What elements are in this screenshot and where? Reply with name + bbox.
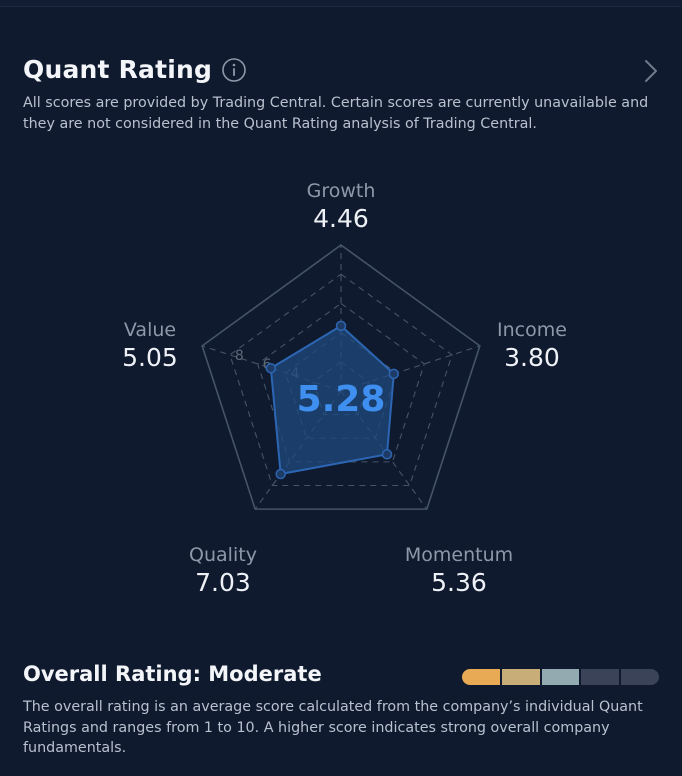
axis-name: Momentum	[404, 544, 514, 566]
axis-score: 7.03	[195, 568, 251, 597]
overall-rating-description: The overall rating is an average score c…	[23, 699, 643, 756]
axis-name: Growth	[306, 180, 376, 202]
axis-score: 3.80	[504, 343, 560, 372]
rating-segment	[501, 669, 540, 685]
center-score: 5.28	[296, 379, 386, 420]
axis-score: 4.46	[313, 204, 369, 233]
info-icon[interactable]	[222, 57, 246, 82]
score-point-value	[265, 362, 277, 374]
axis-label-income: Income 3.80	[452, 318, 612, 374]
top-divider	[0, 0, 682, 7]
score-point-growth	[335, 320, 347, 332]
quant-rating-header: Quant Rating	[23, 55, 246, 84]
axis-score: 5.36	[431, 568, 487, 597]
radar-ring	[229, 273, 453, 487]
score-point-quality	[275, 468, 286, 480]
axis-label-growth: Growth 4.46	[261, 179, 421, 235]
rating-level-bar	[462, 669, 659, 685]
subtitle: All scores are provided by Trading Centr…	[23, 95, 649, 132]
quant-radar-chart: 468	[201, 244, 481, 510]
rating-segment	[581, 669, 620, 685]
page-title: Quant Rating	[23, 55, 213, 84]
rating-segment	[621, 669, 659, 685]
radar-ring	[201, 244, 481, 510]
ring-label: 8	[235, 348, 244, 364]
rating-segment	[541, 669, 580, 685]
axis-name: Quality	[189, 544, 257, 566]
score-point-income	[388, 368, 400, 380]
axis-label-quality: Quality 7.03	[143, 543, 303, 599]
score-polygon	[269, 324, 395, 476]
axis-label-momentum: Momentum 5.36	[379, 543, 539, 599]
overall-rating-title: Overall Rating: Moderate	[23, 662, 322, 686]
axis-name: Income	[497, 319, 567, 341]
axis-name: Value	[123, 319, 177, 341]
axis-score: 5.05	[122, 343, 178, 372]
rating-segment	[462, 669, 500, 685]
chevron-right-icon[interactable]	[642, 58, 660, 84]
axis-label-value: Value 5.05	[70, 318, 230, 374]
score-point-momentum	[381, 449, 393, 460]
